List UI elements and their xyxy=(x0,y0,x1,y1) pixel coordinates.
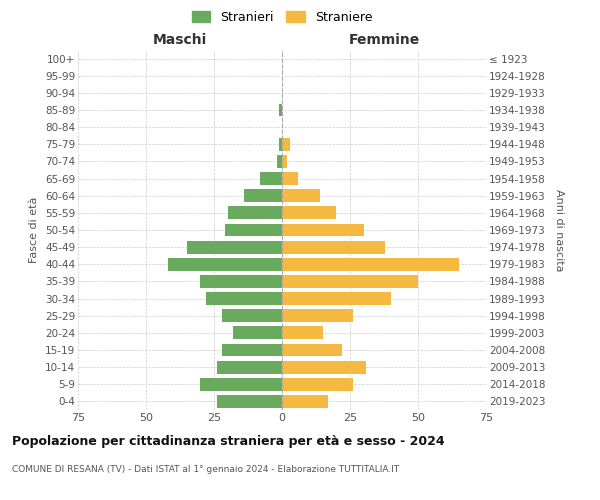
Bar xyxy=(282,360,367,374)
Bar xyxy=(282,155,287,168)
Bar xyxy=(282,224,364,236)
Bar xyxy=(233,326,282,340)
Bar xyxy=(282,378,353,390)
Bar xyxy=(244,190,282,202)
Bar xyxy=(277,155,282,168)
Bar xyxy=(282,258,459,270)
Bar xyxy=(227,206,282,220)
Bar xyxy=(282,310,353,322)
Bar xyxy=(282,138,290,150)
Bar xyxy=(282,172,298,185)
Bar xyxy=(206,292,282,305)
Bar xyxy=(279,104,282,117)
Text: Femmine: Femmine xyxy=(349,32,419,46)
Y-axis label: Anni di nascita: Anni di nascita xyxy=(554,188,564,271)
Bar xyxy=(225,224,282,236)
Bar xyxy=(282,344,342,356)
Bar xyxy=(282,275,418,288)
Bar xyxy=(217,360,282,374)
Bar xyxy=(282,395,328,408)
Bar xyxy=(222,310,282,322)
Bar xyxy=(187,240,282,254)
Bar xyxy=(222,344,282,356)
Bar xyxy=(282,326,323,340)
Bar xyxy=(282,292,391,305)
Bar xyxy=(282,240,385,254)
Bar xyxy=(279,138,282,150)
Bar xyxy=(200,275,282,288)
Legend: Stranieri, Straniere: Stranieri, Straniere xyxy=(187,6,377,29)
Bar xyxy=(200,378,282,390)
Bar xyxy=(168,258,282,270)
Bar xyxy=(217,395,282,408)
Bar xyxy=(282,206,337,220)
Bar xyxy=(282,190,320,202)
Text: COMUNE DI RESANA (TV) - Dati ISTAT al 1° gennaio 2024 - Elaborazione TUTTITALIA.: COMUNE DI RESANA (TV) - Dati ISTAT al 1°… xyxy=(12,465,399,474)
Text: Popolazione per cittadinanza straniera per età e sesso - 2024: Popolazione per cittadinanza straniera p… xyxy=(12,435,445,448)
Text: Maschi: Maschi xyxy=(153,32,207,46)
Bar xyxy=(260,172,282,185)
Y-axis label: Fasce di età: Fasce di età xyxy=(29,197,40,263)
